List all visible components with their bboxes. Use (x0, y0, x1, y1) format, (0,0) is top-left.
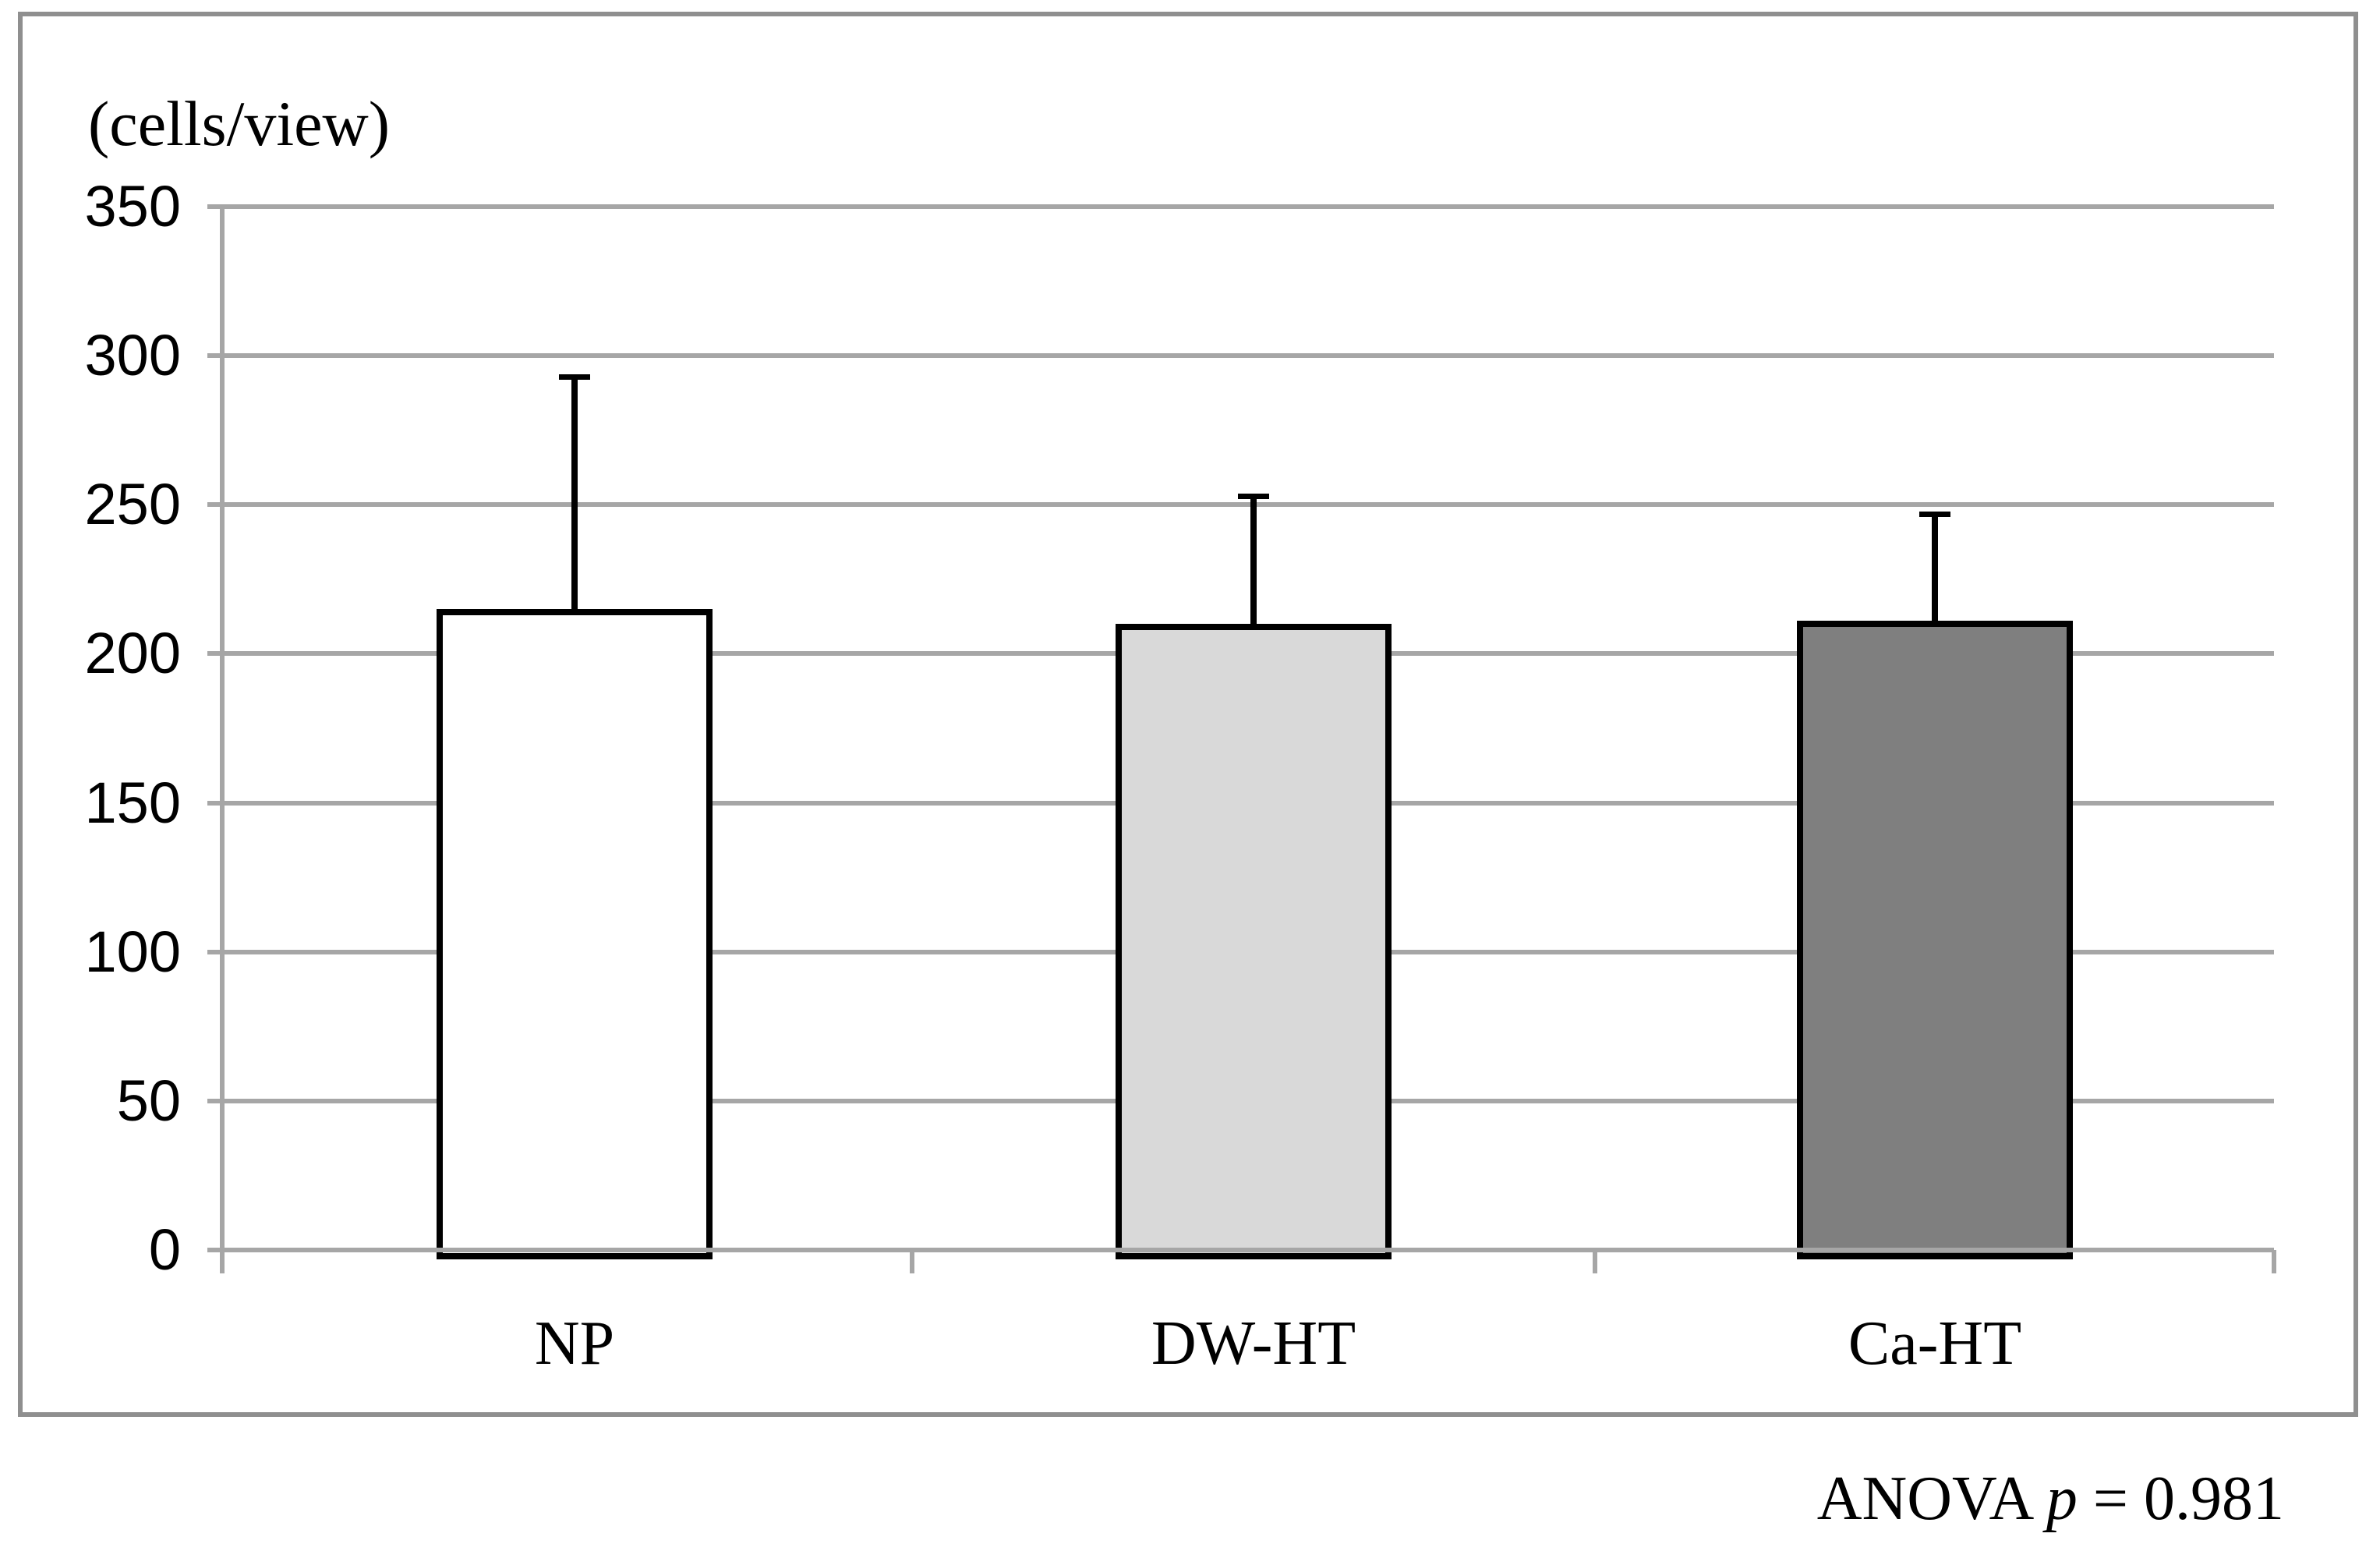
x-axis-tick-2 (1593, 1250, 1597, 1273)
bar-dw-ht (1116, 624, 1392, 1259)
y-tick-label-350: 350 (84, 174, 181, 239)
y-tick-label-0: 0 (148, 1217, 181, 1282)
bar-ca-ht (1797, 621, 2073, 1259)
x-category-label-np: NP (534, 1309, 615, 1378)
y-tick-label-150: 150 (84, 770, 181, 835)
x-category-label-ca-ht: Ca-HT (1848, 1309, 2022, 1378)
error-bar-line-dw-ht (1250, 496, 1257, 629)
error-bar-line-np (571, 377, 578, 614)
y-tick-label-300: 300 (84, 323, 181, 388)
anova-prefix: ANOVA (1816, 1464, 2031, 1533)
y-axis-line (220, 207, 225, 1273)
gridline-300 (207, 353, 2274, 359)
error-bar-cap-ca-ht (1919, 512, 1950, 517)
gridline-350 (207, 204, 2274, 209)
y-tick-label-100: 100 (84, 919, 181, 984)
x-axis-baseline (207, 1248, 2274, 1252)
anova-annotation: ANOVA p = 0.981 (1817, 1460, 2284, 1538)
anova-value: = 0.981 (2092, 1464, 2284, 1533)
error-bar-cap-np (559, 374, 590, 380)
x-axis-tick-3 (2272, 1250, 2276, 1273)
error-bar-cap-dw-ht (1238, 494, 1269, 499)
x-category-label-dw-ht: DW-HT (1151, 1309, 1356, 1378)
y-tick-label-50: 50 (116, 1068, 181, 1133)
gridline-250 (207, 502, 2274, 508)
error-bar-line-ca-ht (1932, 514, 1938, 625)
bar-np (437, 609, 713, 1259)
y-tick-label-200: 200 (84, 621, 181, 686)
anova-p-symbol: p (2046, 1464, 2078, 1533)
y-tick-label-250: 250 (84, 472, 181, 537)
x-axis-tick-1 (910, 1250, 914, 1273)
y-axis-unit-label: (cells/view) (88, 88, 391, 159)
